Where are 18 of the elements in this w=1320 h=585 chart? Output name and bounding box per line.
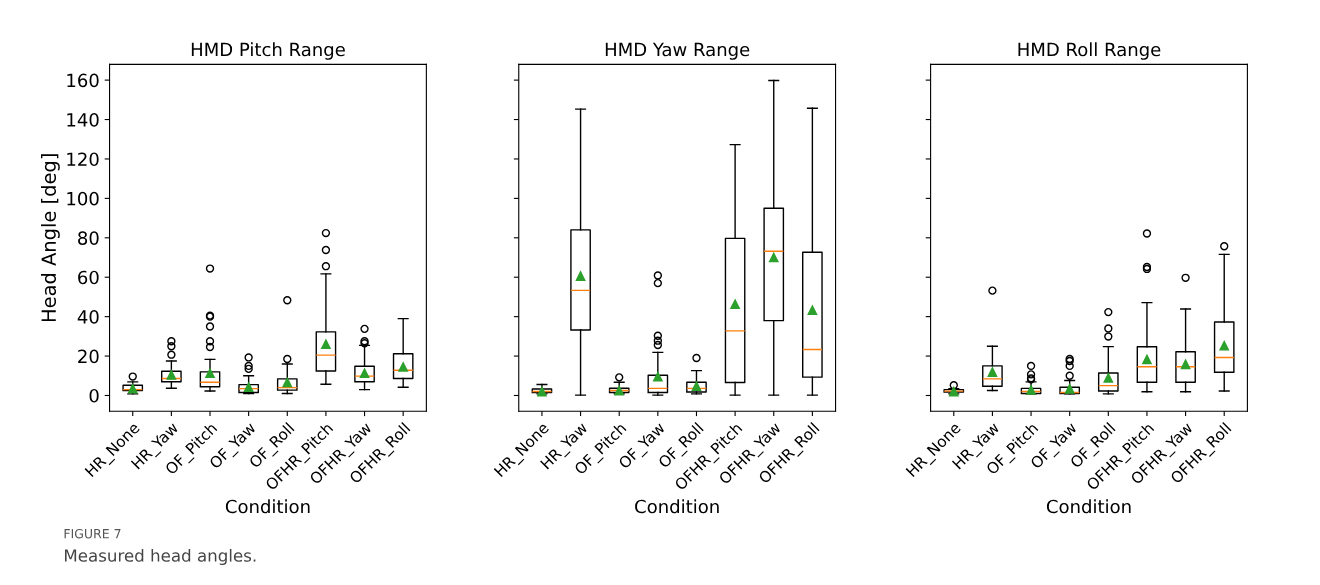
x-axis-title: Condition [225, 499, 310, 514]
x-axis-title: Condition [1046, 499, 1131, 514]
y-tick-label: 60 [78, 270, 99, 285]
chart-title: HMD Pitch Range [191, 42, 345, 60]
y-axis-title: Head Angle [deg] [41, 154, 60, 322]
text: Measured head angles. [65, 548, 256, 566]
y-tick-label: 0 [89, 388, 99, 403]
caption: FIGURE 7 [64, 528, 121, 539]
chart-title: HMD Roll Range [1018, 42, 1161, 60]
y-tick-label: 100 [67, 191, 99, 206]
y-tick-label: 20 [78, 349, 99, 364]
y-tick-label: 140 [67, 113, 99, 127]
x-axis-title: Condition [635, 499, 719, 514]
y-tick-label: 120 [67, 152, 99, 167]
y-tick-label: 80 [78, 231, 99, 245]
y-tick-label: 40 [77, 310, 99, 324]
chart-title: HMD Yaw Range [605, 42, 750, 60]
y-tick-label: 160 [67, 73, 99, 88]
